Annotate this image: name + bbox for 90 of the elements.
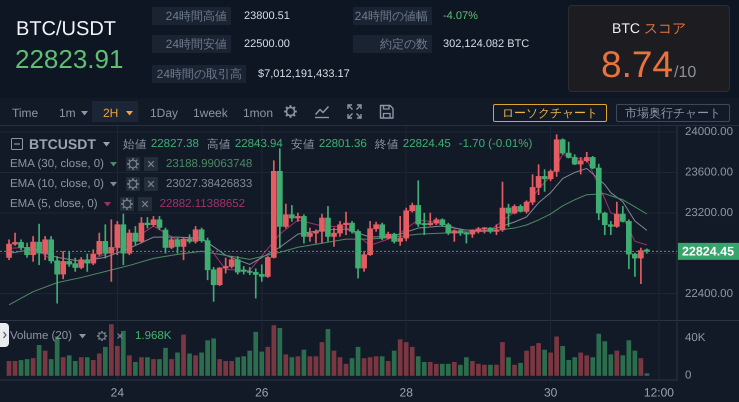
annotation: 22882.11388652 [160, 198, 246, 210]
y-tick-label: 22400.00 [685, 288, 733, 300]
text: 23800.51 [244, 9, 290, 24]
text: 1mon [243, 106, 274, 120]
text: 8.74 [601, 44, 674, 85]
bar [121, 330, 126, 376]
text: /10 [674, 64, 696, 81]
annotation: 22824.45 [402, 138, 451, 150]
annotation: 22843.94 [234, 138, 283, 150]
bar [30, 358, 36, 376]
bar [302, 350, 306, 376]
bar [512, 364, 517, 376]
text: BTCUSDT [29, 136, 96, 152]
text: 24時間の値幅 [353, 7, 432, 25]
bar [193, 355, 198, 376]
bar [181, 334, 186, 376]
text: Time [12, 106, 38, 120]
bar [542, 350, 547, 376]
candlestick [144, 217, 150, 228]
legend-label: EMA (30, close, 0) [10, 158, 104, 170]
annotation: 22827.38 [150, 138, 199, 150]
bar [506, 357, 511, 376]
annotation: 終値 [374, 138, 399, 152]
bar [78, 357, 84, 376]
bar [127, 355, 132, 376]
text: 1Day [150, 106, 178, 120]
annotation: 高値 [206, 137, 231, 152]
text: 302,124.082 BTC [443, 37, 530, 52]
bar [151, 359, 156, 376]
annotation: 始値 [122, 138, 147, 152]
bar [518, 362, 523, 376]
annotation: 安値 [290, 138, 315, 152]
bar [175, 352, 180, 376]
x-tick-label: 28 [400, 386, 414, 400]
text: 24時間の取引高 [152, 65, 246, 83]
text: 約定の数 [353, 35, 432, 53]
text: 24時間高値 [152, 7, 231, 25]
series-label: Volume (20) [10, 330, 72, 342]
annotation: 1.968K [135, 330, 172, 342]
annotation: 23188.99063748 [166, 158, 252, 170]
legend-label: EMA (10, close, 0) [10, 178, 104, 190]
ref-line-label: 22824.45 [682, 244, 734, 258]
y-tick-label: 0 [685, 370, 692, 382]
bar [133, 362, 138, 376]
y-tick-label: 23600.00 [685, 166, 733, 179]
text: 22500.00 [244, 37, 290, 52]
bar [296, 356, 300, 376]
text: BTC/USDT [16, 17, 116, 41]
bar [644, 373, 650, 376]
text: $7,012,191,433.17 [258, 67, 350, 82]
annotation: 22801.36 [318, 138, 367, 150]
bar [84, 357, 90, 376]
x-tick-label: 26 [255, 386, 269, 400]
text: 1m [59, 106, 76, 120]
x-tick-label: 30 [544, 386, 558, 400]
bar [392, 350, 396, 376]
bar [614, 350, 620, 376]
text: 市場奥行チャート [616, 104, 730, 122]
bar [145, 357, 150, 376]
annotation: 23027.38426833 [166, 178, 252, 190]
bar [380, 356, 384, 376]
text: 24時間安値 [152, 35, 231, 53]
text: BTC スコア [612, 19, 686, 37]
bar [326, 328, 330, 376]
bar [36, 345, 42, 376]
x-tick-label: 24 [110, 386, 124, 400]
bar [169, 359, 174, 376]
bar [42, 350, 48, 376]
bar [187, 353, 192, 376]
bar [102, 346, 108, 376]
y-tick-label: 40K [685, 332, 706, 344]
bar [452, 362, 457, 376]
bar [488, 364, 493, 376]
bar [638, 358, 644, 376]
y-tick-label: 23200.00 [685, 207, 733, 220]
text: ローソクチャート [493, 104, 607, 122]
x-tick-label: 12:00 [644, 386, 674, 400]
text: 22823.91 [15, 44, 124, 74]
bar [139, 357, 144, 376]
bar [277, 328, 282, 376]
text: 2H [103, 106, 118, 120]
annotation: -1.70 (-0.01%) [458, 138, 532, 150]
y-tick-label: 24000.00 [685, 126, 733, 138]
bar [386, 361, 390, 376]
bar [284, 354, 288, 376]
legend-label: EMA (5, close, 0) [10, 198, 98, 210]
bar [60, 357, 66, 376]
bar [290, 357, 294, 376]
text: 1week [193, 106, 228, 120]
text: -4.07% [443, 9, 478, 24]
